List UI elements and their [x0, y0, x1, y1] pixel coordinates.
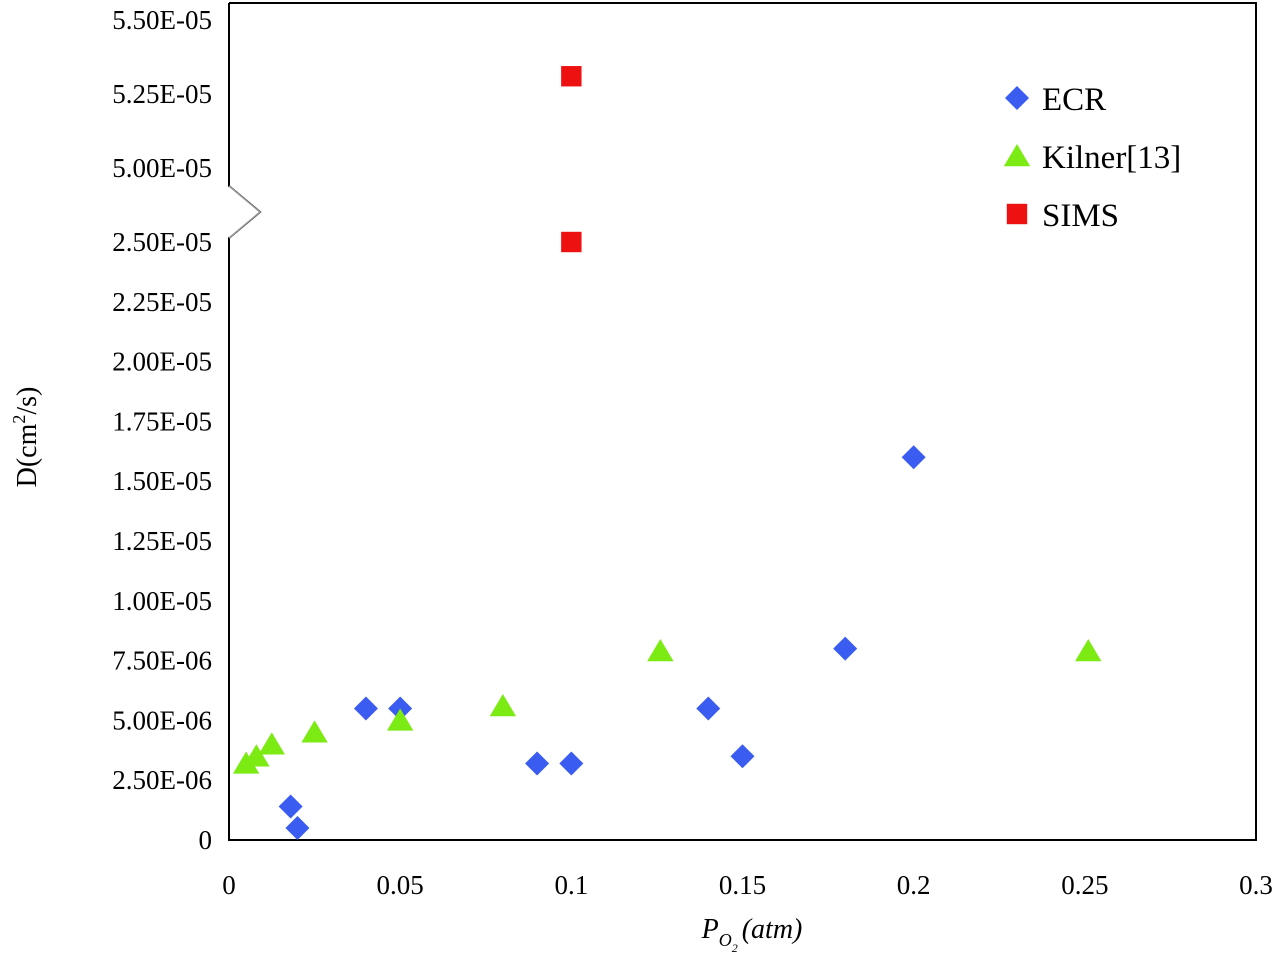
y-tick-label: 2.50E-06 [112, 765, 212, 795]
x-tick-label: 0.05 [377, 870, 424, 900]
legend-label: ECR [1042, 82, 1106, 118]
y-axis-title: D(cm2/s) [9, 387, 43, 488]
y-tick-label: 1.75E-05 [112, 406, 212, 436]
point-kilner-13 [243, 744, 270, 767]
legend: ECR Kilner[13] SIMS [1003, 82, 1181, 234]
y-tick-label: 5.00E-05 [112, 153, 212, 183]
y-tick-label: 2.25E-05 [112, 287, 212, 317]
point-ecr [696, 696, 721, 721]
point-ecr [559, 751, 584, 776]
y-tick-label: 2.00E-05 [112, 347, 212, 377]
y-tick-label: 5.25E-05 [112, 79, 212, 109]
data-points [232, 66, 1102, 841]
point-ecr [525, 751, 550, 776]
point-kilner-13 [1075, 639, 1102, 662]
y-tick-label: 2.50E-05 [112, 227, 212, 257]
point-ecr [730, 744, 755, 769]
point-kilner-13 [647, 639, 674, 662]
point-kilner-13 [301, 720, 328, 743]
legend-label: SIMS [1042, 198, 1119, 234]
point-kilner-13 [258, 732, 285, 755]
y-tick-label: 5.50E-05 [112, 5, 212, 35]
point-ecr [353, 696, 378, 721]
x-tick-label: 0.1 [554, 870, 588, 900]
x-axis-ticks: 0 0.05 0.1 0.15 0.2 0.25 0.3 [222, 870, 1273, 900]
y-tick-label: 0 [199, 825, 213, 855]
point-sims [561, 66, 582, 87]
point-sims [561, 231, 582, 253]
axis-break-mark [228, 185, 262, 239]
point-kilner-13 [386, 708, 414, 731]
x-tick-label: 0.3 [1239, 870, 1273, 900]
y-tick-label: 1.25E-05 [112, 526, 212, 556]
x-tick-label: 0.25 [1061, 870, 1108, 900]
point-ecr [285, 816, 310, 841]
point-ecr [833, 636, 858, 661]
y-tick-label: 5.00E-06 [112, 705, 212, 735]
y-tick-label: 1.50E-05 [112, 466, 212, 496]
point-ecr [901, 445, 926, 470]
x-axis-title: PO2(atm) [701, 914, 803, 955]
point-kilner-13 [489, 694, 517, 717]
y-tick-label: 1.00E-05 [112, 586, 212, 616]
legend-marker [1003, 144, 1031, 167]
legend-label: Kilner[13] [1042, 140, 1181, 176]
plot-frame [228, 2, 1257, 841]
legend-marker [1005, 86, 1029, 110]
y-tick-label: 7.50E-06 [112, 646, 212, 676]
legend-marker [1006, 203, 1028, 225]
y-axis-ticks: 0 2.50E-06 5.00E-06 7.50E-06 1.00E-05 1.25E-0… [112, 5, 212, 855]
x-tick-label: 0.2 [897, 870, 931, 900]
x-tick-label: 0.15 [719, 870, 766, 900]
point-ecr [278, 794, 303, 819]
x-tick-label: 0 [222, 870, 236, 900]
